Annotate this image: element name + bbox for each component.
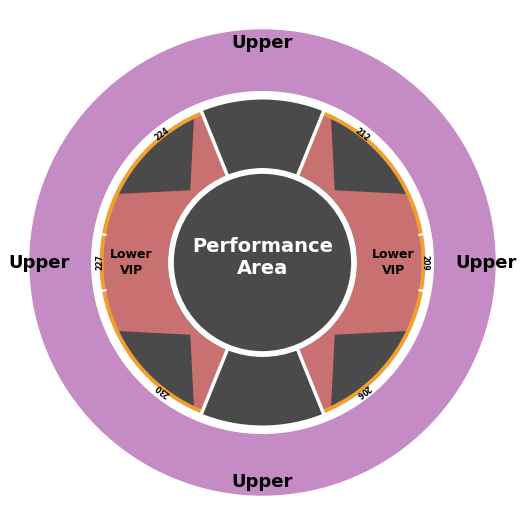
Circle shape: [168, 168, 357, 357]
Text: 212: 212: [353, 126, 372, 143]
Polygon shape: [331, 331, 409, 409]
Polygon shape: [116, 116, 194, 194]
Text: Upper: Upper: [232, 473, 293, 491]
Polygon shape: [97, 109, 203, 416]
Text: 227: 227: [96, 255, 104, 270]
Circle shape: [97, 97, 428, 428]
Text: Upper: Upper: [455, 254, 517, 271]
Text: 230: 230: [153, 382, 172, 399]
Text: 224: 224: [153, 126, 172, 143]
Text: Upper: Upper: [8, 254, 70, 271]
Polygon shape: [331, 116, 409, 194]
Text: Lower
VIP: Lower VIP: [110, 248, 153, 277]
Text: 209: 209: [421, 255, 429, 270]
Text: Upper: Upper: [232, 34, 293, 52]
Polygon shape: [116, 331, 194, 409]
Text: 206: 206: [353, 382, 372, 399]
Polygon shape: [97, 109, 227, 416]
Polygon shape: [322, 109, 428, 416]
Circle shape: [174, 174, 351, 351]
Circle shape: [91, 91, 434, 434]
Circle shape: [29, 29, 496, 496]
Polygon shape: [298, 109, 428, 416]
Polygon shape: [201, 350, 324, 428]
Text: Lower
VIP: Lower VIP: [372, 248, 415, 277]
Polygon shape: [201, 97, 324, 175]
Text: Performance
Area: Performance Area: [192, 237, 333, 278]
